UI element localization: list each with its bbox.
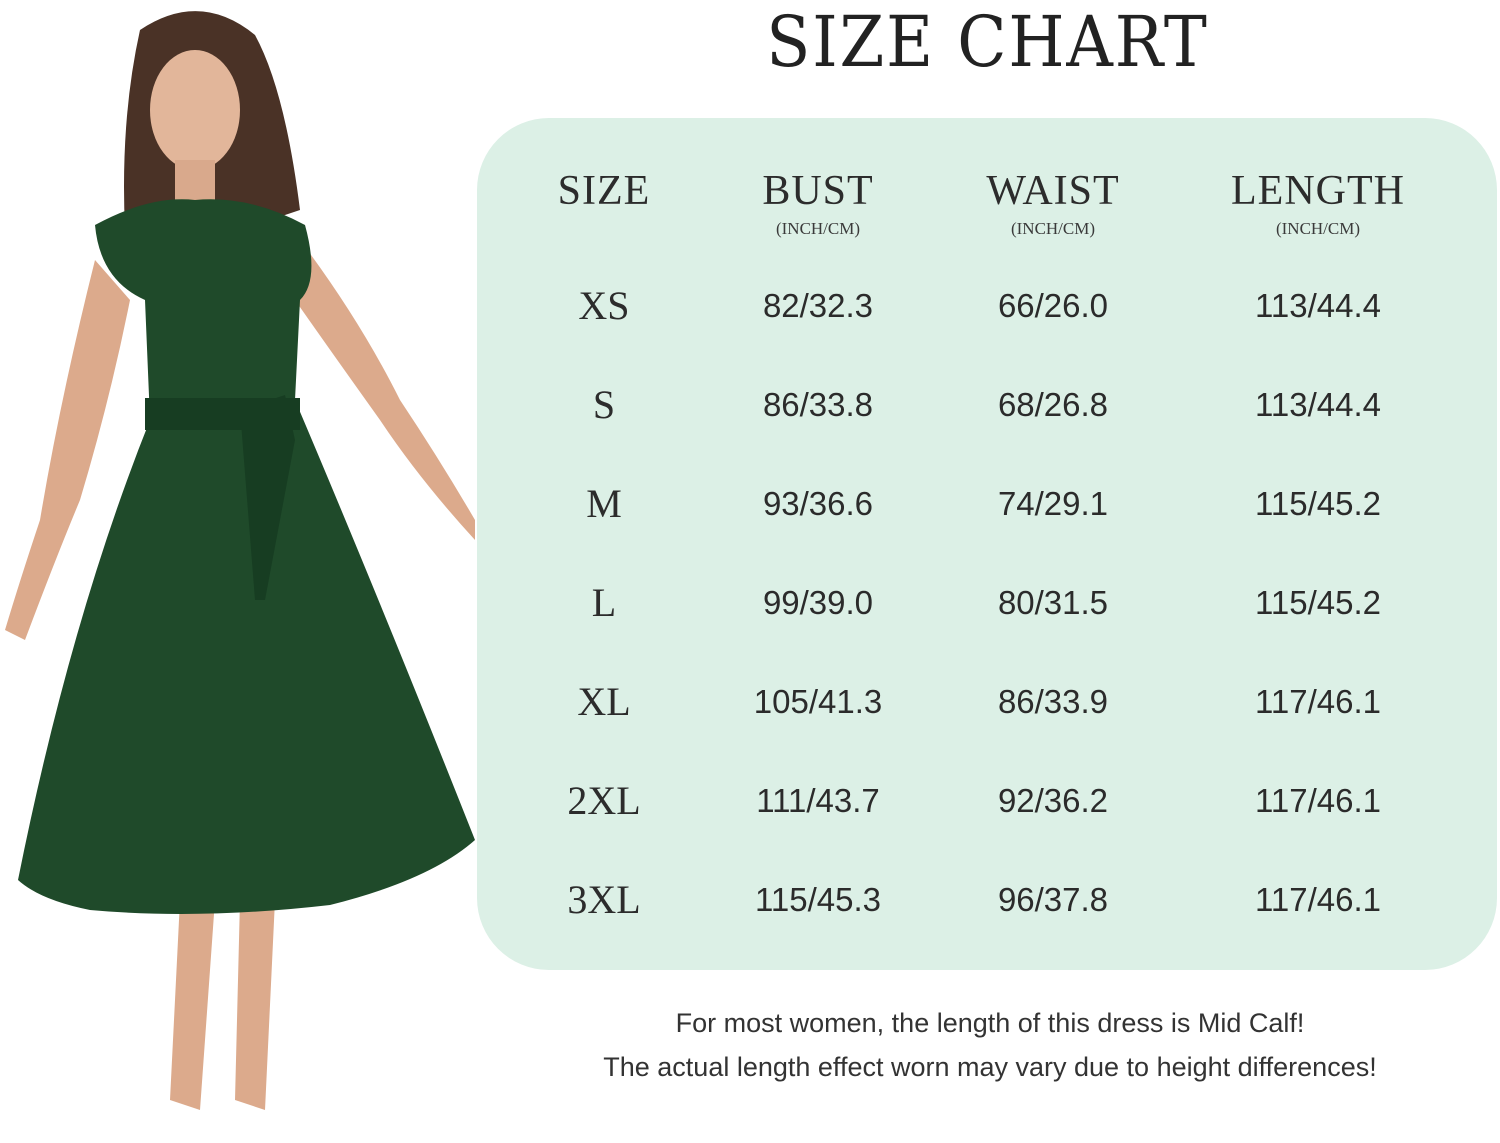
cell-bust: 105/41.3 <box>753 683 883 720</box>
header-unit-length: (INCH/CM) <box>1275 219 1361 238</box>
header-unit-bust: (INCH/CM) <box>775 219 861 238</box>
model-photo <box>5 11 475 1110</box>
cell-bust: 86/33.8 <box>762 386 874 423</box>
cell-waist: 68/26.8 <box>997 386 1109 423</box>
size-label: XL <box>577 679 631 724</box>
face <box>150 50 240 170</box>
cell-waist: 86/33.9 <box>997 683 1109 720</box>
note-line-1: For most women, the length of this dress… <box>675 1008 1305 1038</box>
cell-waist: 92/36.2 <box>997 782 1109 819</box>
right-arm <box>295 240 475 540</box>
cell-length: 117/46.1 <box>1254 881 1381 918</box>
cell-length: 113/44.4 <box>1254 386 1381 423</box>
size-label: 3XL <box>567 877 641 922</box>
header-size: SIZE <box>557 168 651 214</box>
cell-waist: 96/37.8 <box>997 881 1109 918</box>
cell-bust: 99/39.0 <box>762 584 874 621</box>
dress <box>18 199 475 914</box>
header-unit-waist: (INCH/CM) <box>1010 219 1096 238</box>
note-line-2: The actual length effect worn may vary d… <box>603 1052 1377 1082</box>
size-label: XS <box>578 283 630 328</box>
cell-bust: 82/32.3 <box>762 287 874 324</box>
cell-waist: 74/29.1 <box>997 485 1109 522</box>
size-label: L <box>591 580 617 625</box>
cell-length: 115/45.2 <box>1254 485 1381 522</box>
cell-length: 115/45.2 <box>1254 584 1381 621</box>
bow-sash <box>145 395 300 600</box>
cell-waist: 66/26.0 <box>997 287 1109 324</box>
legs <box>170 900 275 1110</box>
header-waist: WAIST <box>986 168 1120 214</box>
header-length: LENGTH <box>1231 168 1405 214</box>
size-label: M <box>586 481 622 526</box>
cell-waist: 80/31.5 <box>997 584 1109 621</box>
cell-bust: 111/43.7 <box>756 782 880 819</box>
cell-length: 117/46.1 <box>1254 782 1381 819</box>
header-bust: BUST <box>762 168 874 214</box>
cell-length: 117/46.1 <box>1254 683 1381 720</box>
size-label: S <box>592 382 616 427</box>
size-table-panel <box>477 118 1497 970</box>
cell-length: 113/44.4 <box>1254 287 1381 324</box>
page-title: SIZE CHART <box>766 1 1209 83</box>
cell-bust: 93/36.6 <box>762 485 874 522</box>
size-label: 2XL <box>567 778 641 823</box>
cell-bust: 115/45.3 <box>754 881 881 918</box>
left-arm <box>5 260 130 640</box>
